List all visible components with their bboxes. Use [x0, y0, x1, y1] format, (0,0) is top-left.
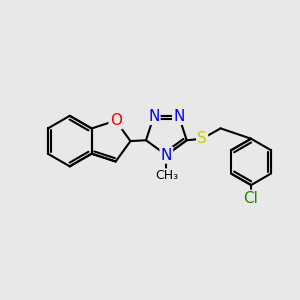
Text: N: N: [161, 148, 172, 163]
Text: N: N: [148, 109, 160, 124]
Text: N: N: [173, 109, 184, 124]
Text: S: S: [197, 131, 207, 146]
Text: CH₃: CH₃: [155, 169, 178, 182]
Text: O: O: [110, 113, 122, 128]
Text: Cl: Cl: [244, 191, 259, 206]
